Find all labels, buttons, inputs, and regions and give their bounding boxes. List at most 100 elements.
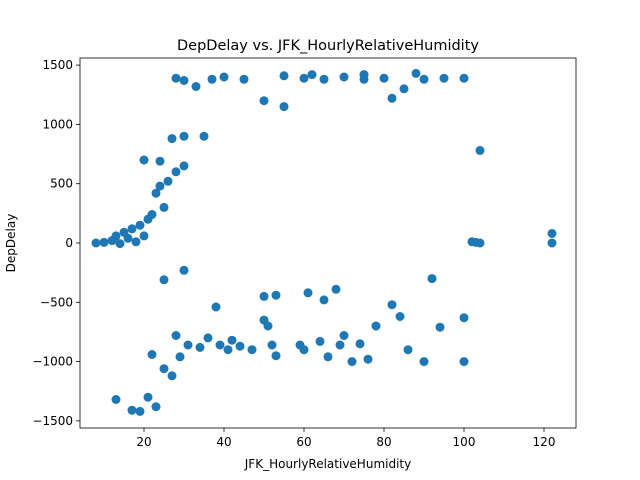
x-tick-label: 20: [136, 435, 151, 449]
data-point: [143, 392, 153, 402]
data-point: [419, 357, 429, 367]
data-point: [315, 336, 325, 346]
data-point: [331, 284, 341, 294]
data-point: [319, 74, 329, 84]
data-point: [139, 155, 149, 165]
x-tick-label: 60: [296, 435, 311, 449]
data-point: [307, 70, 317, 80]
data-point: [135, 220, 145, 230]
data-point: [159, 202, 169, 212]
data-point: [171, 331, 181, 340]
data-point: [267, 340, 277, 350]
y-axis-label: DepDelay: [4, 214, 18, 273]
data-point: [163, 176, 173, 186]
data-point: [387, 300, 397, 310]
data-point: [151, 188, 161, 198]
data-point: [335, 340, 345, 350]
data-point: [235, 341, 245, 351]
data-point: [179, 76, 189, 85]
data-point: [475, 146, 485, 155]
y-tick-label: 1000: [42, 117, 73, 131]
data-point: [399, 84, 409, 94]
data-point: [547, 229, 557, 238]
data-point: [171, 73, 181, 83]
data-point: [123, 233, 133, 243]
data-point: [439, 73, 449, 83]
x-tick-label: 100: [453, 435, 476, 449]
data-point: [139, 231, 149, 241]
data-point: [259, 291, 269, 301]
data-point: [191, 82, 201, 91]
data-point: [219, 72, 229, 82]
data-point: [247, 345, 257, 355]
data-point: [179, 161, 189, 171]
data-point: [271, 290, 281, 300]
x-tick-label: 40: [216, 435, 231, 449]
data-point: [227, 335, 237, 345]
data-point: [135, 406, 145, 416]
data-point: [207, 74, 217, 84]
data-point: [155, 181, 165, 191]
data-point: [419, 74, 429, 84]
data-point: [195, 342, 205, 352]
data-point: [167, 371, 177, 381]
data-point: [167, 134, 177, 144]
data-point: [299, 345, 309, 355]
data-point: [127, 224, 137, 234]
data-point: [355, 339, 365, 349]
y-tick-label: −500: [40, 295, 73, 309]
data-point: [91, 238, 101, 248]
x-axis-label: JFK_HourlyRelativeHumidity: [244, 457, 411, 471]
data-point: [223, 345, 233, 355]
data-point: [211, 302, 221, 312]
data-point: [203, 333, 213, 343]
data-point: [387, 93, 397, 103]
data-point: [171, 167, 181, 177]
data-point: [183, 340, 193, 350]
data-point: [127, 405, 137, 415]
data-point: [147, 350, 157, 359]
data-point: [239, 74, 249, 84]
data-point: [263, 321, 273, 331]
data-point: [319, 295, 329, 305]
data-point: [427, 274, 437, 284]
data-point: [547, 238, 557, 248]
data-point: [459, 73, 469, 83]
data-point: [339, 331, 349, 340]
data-point: [259, 96, 269, 106]
data-point: [347, 357, 357, 367]
y-tick-label: 500: [50, 177, 73, 191]
data-point: [303, 288, 313, 298]
data-point: [323, 352, 333, 362]
data-point: [339, 72, 349, 82]
data-point: [363, 354, 373, 364]
data-point: [379, 73, 389, 83]
data-point: [111, 395, 121, 404]
y-tick-label: −1500: [32, 414, 73, 428]
y-tick-label: −1000: [32, 355, 73, 369]
data-point: [111, 231, 121, 241]
y-tick-label: 1500: [42, 58, 73, 72]
data-point: [299, 73, 309, 83]
data-point: [403, 345, 413, 355]
data-point: [271, 351, 281, 361]
data-point: [395, 312, 405, 321]
data-point: [155, 156, 165, 166]
data-point: [147, 210, 157, 219]
data-point: [459, 357, 469, 367]
data-point: [411, 68, 421, 78]
data-point: [359, 70, 369, 80]
data-point: [371, 321, 381, 331]
data-point: [179, 131, 189, 141]
data-point: [131, 237, 141, 247]
data-point: [175, 352, 185, 362]
data-point: [279, 71, 289, 81]
data-point: [471, 237, 481, 247]
data-point: [435, 322, 445, 332]
data-point: [199, 131, 209, 141]
data-point: [159, 275, 169, 285]
data-point: [179, 265, 189, 275]
ticks-layer: 20 40 60 80 100 120 −1500 −1000 −500 0 500 1000 1500: [32, 58, 555, 449]
